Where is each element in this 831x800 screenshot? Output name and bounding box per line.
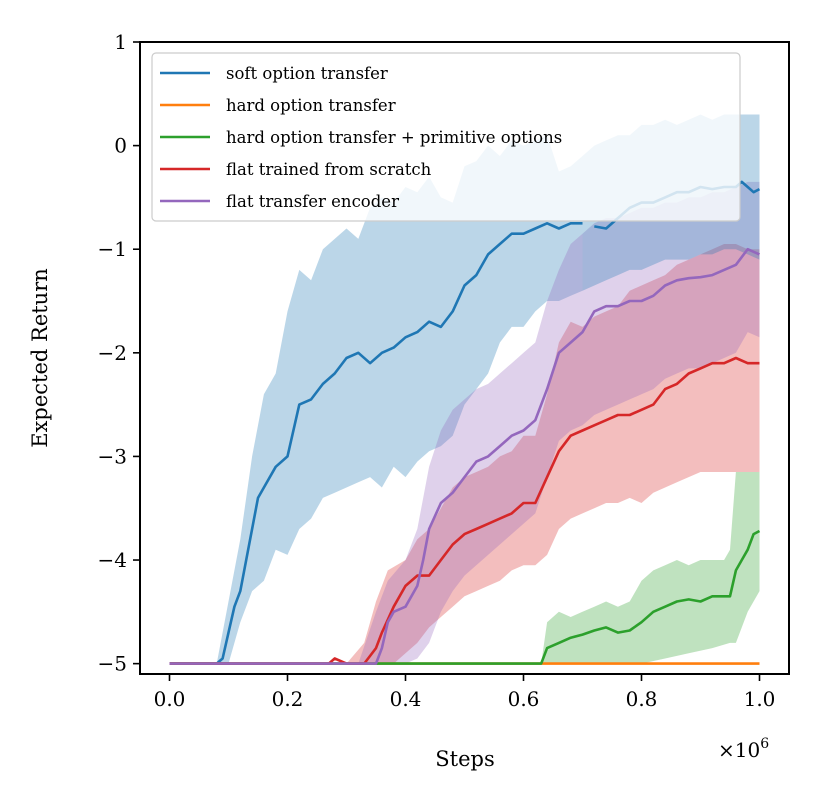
plot-frame [139,41,790,675]
band-flat-transfer-encoder [358,181,760,664]
line-soft-option-transfer [169,222,583,665]
y-axis-label: Expected Return [28,268,52,448]
x-tick-label: 1.0 [744,687,776,711]
x-tick-label: 0.0 [154,687,186,711]
legend-box [151,52,741,222]
line-flat-transfer-encoder [169,247,761,665]
y-axis-ticks: 1 0 −1 −2 −3 −4 −5 [98,30,140,676]
x-multiplier-base: ×10 [718,738,760,762]
line-hard-option-transfer-primitive-options [169,529,761,665]
legend-label-flat-transfer-encoder: flat transfer encoder [226,192,399,211]
x-multiplier-exponent: 6 [760,736,769,752]
legend-label-flat-trained-from-scratch: flat trained from scratch [226,160,432,179]
x-tick-label: 0.6 [508,687,540,711]
series-lines [169,180,761,665]
y-tick-label: −2 [98,341,127,365]
x-multiplier: ×106 [718,736,769,762]
x-tick-label: 0.8 [626,687,658,711]
x-axis-ticks: 0.0 0.2 0.4 0.6 0.8 1.0 [154,674,776,711]
y-tick-label: −1 [98,237,127,261]
legend-label-hard-option-transfer: hard option transfer [226,96,396,115]
line-flat-trained-from-scratch [169,356,760,665]
y-tick-label: −3 [98,444,127,468]
y-tick-label: −4 [98,548,127,572]
legend: soft option transfer hard option transfer… [151,52,741,222]
y-tick-label: 0 [114,134,127,158]
band-flat-trained-from-scratch [328,244,760,664]
band-hard-option-transfer-primitive-options [541,472,760,664]
x-tick-label: 0.2 [272,687,304,711]
x-tick-label: 0.4 [390,687,422,711]
legend-label-hard-option-transfer-primitive-options: hard option transfer + primitive options [226,128,562,147]
y-tick-label: 1 [114,30,127,54]
legend-label-soft-option-transfer: soft option transfer [226,64,388,83]
x-axis-label: Steps [435,747,494,771]
y-tick-label: −5 [98,652,127,676]
